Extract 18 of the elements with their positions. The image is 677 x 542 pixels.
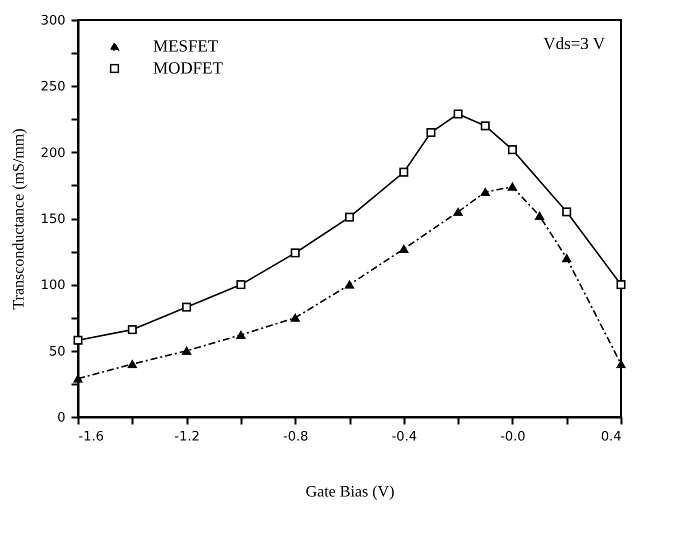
- x-tick-label: -0.4: [392, 430, 417, 444]
- y-tick-label: 200: [40, 146, 66, 161]
- y-tick-label: 250: [40, 80, 66, 95]
- y-tick-label: 100: [40, 278, 66, 294]
- annotation: Vds=3 V: [543, 34, 606, 53]
- x-axis-title: Gate Bias (V): [306, 484, 394, 500]
- x-tick-label: 0.4: [600, 430, 622, 444]
- x-tick-label: -0.8: [283, 430, 308, 444]
- y-axis-title: Transconductance (mS/mm): [10, 128, 28, 310]
- x-tick-label: -0.0: [500, 430, 526, 444]
- x-tick-label: -1.6: [78, 430, 104, 444]
- legend-label: MESFET: [153, 36, 219, 56]
- legend-label: MODFET: [153, 58, 224, 78]
- x-tick-label: -1.2: [174, 430, 200, 444]
- y-tick-label: 50: [48, 344, 66, 360]
- y-tick-label: 300: [40, 14, 66, 28]
- y-tick-label: 0: [57, 410, 66, 426]
- y-tick-label: 150: [40, 212, 66, 227]
